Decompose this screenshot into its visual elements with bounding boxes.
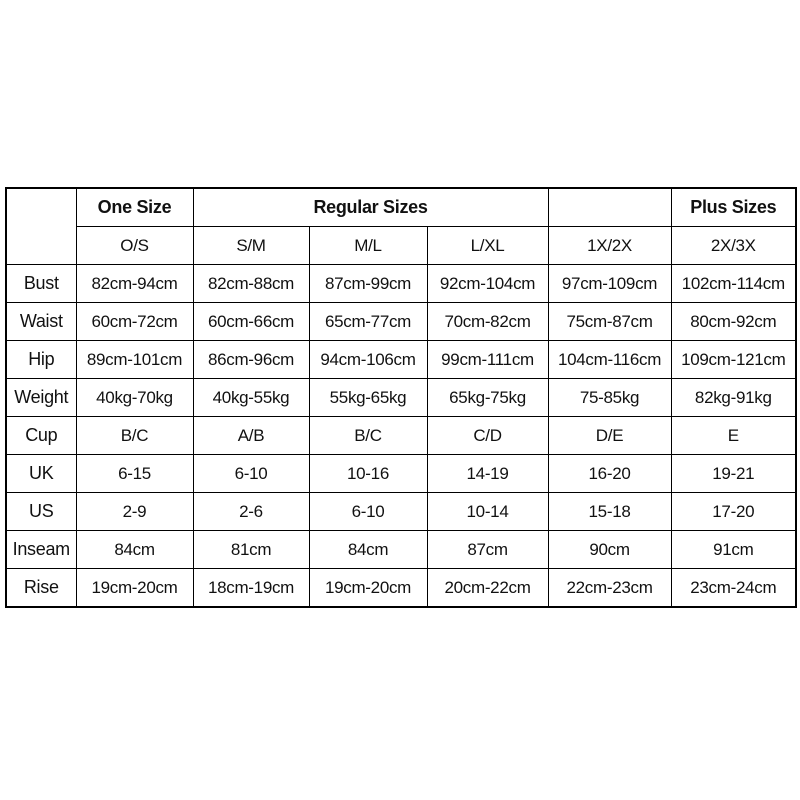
group-header: One Size <box>75 187 194 227</box>
cell: E <box>670 416 797 455</box>
cell: 89cm-101cm <box>75 340 194 379</box>
cell: 80cm-92cm <box>670 302 797 341</box>
cell: 23cm-24cm <box>670 568 797 608</box>
cell: 10-16 <box>308 454 428 493</box>
cell: 60cm-66cm <box>192 302 310 341</box>
cell: 99cm-111cm <box>426 340 549 379</box>
row-label: Cup <box>5 416 77 455</box>
size-header: O/S <box>75 226 194 265</box>
size-header: 2X/3X <box>670 226 797 265</box>
cell: 2-6 <box>192 492 310 531</box>
row-label: Bust <box>5 264 77 303</box>
cell: 82cm-94cm <box>75 264 194 303</box>
measurement-row: UK 6-15 6-10 10-16 14-19 16-20 19-21 <box>5 454 797 493</box>
row-label: Inseam <box>5 530 77 569</box>
row-label: Waist <box>5 302 77 341</box>
cell: 40kg-55kg <box>192 378 310 417</box>
cell: 70cm-82cm <box>426 302 549 341</box>
cell: 40kg-70kg <box>75 378 194 417</box>
cell: 17-20 <box>670 492 797 531</box>
cell: 87cm <box>426 530 549 569</box>
measurement-row: Rise 19cm-20cm 18cm-19cm 19cm-20cm 20cm-22cm… <box>5 568 797 608</box>
cell: 81cm <box>192 530 310 569</box>
empty-cell <box>547 187 672 227</box>
cell: 55kg-65kg <box>308 378 428 417</box>
size-chart: One Size Regular Sizes Plus Sizes O/S S/M… <box>5 187 798 608</box>
cell: 97cm-109cm <box>547 264 672 303</box>
cell: 65kg-75kg <box>426 378 549 417</box>
cell: 18cm-19cm <box>192 568 310 608</box>
cell: 84cm <box>308 530 428 569</box>
cell: 22cm-23cm <box>547 568 672 608</box>
measurement-row: Hip 89cm-101cm 86cm-96cm 94cm-106cm 99cm-111… <box>5 340 797 379</box>
row-label: UK <box>5 454 77 493</box>
cell: B/C <box>308 416 428 455</box>
cell: A/B <box>192 416 310 455</box>
measurement-row: Cup B/C A/B B/C C/D D/E E <box>5 416 797 455</box>
cell: 6-15 <box>75 454 194 493</box>
cell: 87cm-99cm <box>308 264 428 303</box>
cell: 2-9 <box>75 492 194 531</box>
cell: 16-20 <box>547 454 672 493</box>
measurement-row: Bust 82cm-94cm 82cm-88cm 87cm-99cm 92cm-104c… <box>5 264 797 303</box>
cell: 75-85kg <box>547 378 672 417</box>
cell: 19-21 <box>670 454 797 493</box>
measurement-row: Waist 60cm-72cm 60cm-66cm 65cm-77cm 70cm-82c… <box>5 302 797 341</box>
size-header-row: O/S S/M M/L L/XL 1X/2X 2X/3X <box>6 226 797 265</box>
measurement-row: Inseam 84cm 81cm 84cm 87cm 90cm 91cm <box>5 530 797 569</box>
row-label: Hip <box>5 340 77 379</box>
cell: 104cm-116cm <box>547 340 672 379</box>
size-header: S/M <box>192 226 310 265</box>
cell: 91cm <box>670 530 797 569</box>
group-header: Regular Sizes <box>192 187 549 227</box>
cell: 14-19 <box>426 454 549 493</box>
size-header: 1X/2X <box>547 226 672 265</box>
cell: C/D <box>426 416 549 455</box>
cell: B/C <box>75 416 194 455</box>
cell: 92cm-104cm <box>426 264 549 303</box>
cell: 10-14 <box>426 492 549 531</box>
cell: 65cm-77cm <box>308 302 428 341</box>
cell: 6-10 <box>192 454 310 493</box>
row-label: Weight <box>5 378 77 417</box>
cell: 75cm-87cm <box>547 302 672 341</box>
corner-cell <box>5 187 77 265</box>
cell: 19cm-20cm <box>75 568 194 608</box>
cell: 86cm-96cm <box>192 340 310 379</box>
cell: 102cm-114cm <box>670 264 797 303</box>
size-header: L/XL <box>426 226 549 265</box>
cell: 109cm-121cm <box>670 340 797 379</box>
measurement-row: Weight 40kg-70kg 40kg-55kg 55kg-65kg 65kg-75… <box>5 378 797 417</box>
cell: 82kg-91kg <box>670 378 797 417</box>
cell: 20cm-22cm <box>426 568 549 608</box>
cell: 82cm-88cm <box>192 264 310 303</box>
group-header-row: One Size Regular Sizes Plus Sizes <box>5 187 797 265</box>
measurement-row: US 2-9 2-6 6-10 10-14 15-18 17-20 <box>5 492 797 531</box>
cell: 6-10 <box>308 492 428 531</box>
row-label: Rise <box>5 568 77 608</box>
cell: 60cm-72cm <box>75 302 194 341</box>
cell: 19cm-20cm <box>308 568 428 608</box>
table-body: One Size Regular Sizes Plus Sizes O/S S/M… <box>5 187 797 608</box>
row-label: US <box>5 492 77 531</box>
cell: 15-18 <box>547 492 672 531</box>
cell: 84cm <box>75 530 194 569</box>
size-header: M/L <box>308 226 428 265</box>
cell: D/E <box>547 416 672 455</box>
cell: 94cm-106cm <box>308 340 428 379</box>
group-header: Plus Sizes <box>670 187 797 227</box>
cell: 90cm <box>547 530 672 569</box>
